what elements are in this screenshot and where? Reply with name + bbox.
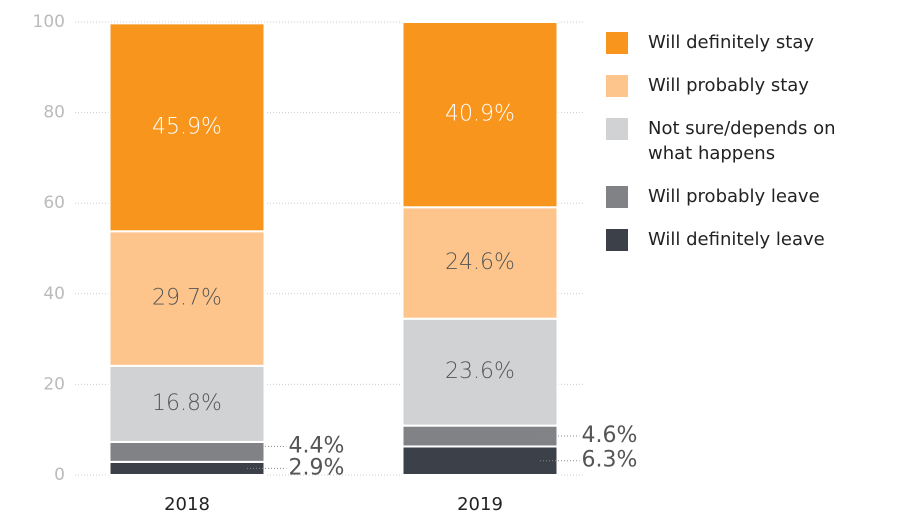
data-label: 24.6% — [445, 250, 515, 275]
data-label: 29.7% — [152, 286, 222, 311]
y-tick-label: 0 — [54, 465, 65, 485]
legend-swatch — [606, 229, 628, 251]
legend-label: Not sure/depends on what happens — [648, 118, 836, 164]
legend-item: Will definitely stay — [606, 30, 896, 55]
legend-item: Will probably stay — [606, 73, 896, 98]
x-tick-label: 2019 — [457, 494, 503, 515]
y-tick-label: 80 — [43, 103, 65, 123]
bar-segment — [108, 22, 266, 233]
data-label: 4.6% — [582, 423, 638, 448]
y-tick-label: 20 — [43, 374, 65, 394]
legend-swatch — [606, 75, 628, 97]
legend: Will definitely stay Will probably stay No… — [606, 30, 896, 270]
legend-item: Not sure/depends on what happens — [606, 116, 896, 166]
legend-label: Will probably stay — [648, 75, 809, 96]
bar-segment — [108, 460, 266, 477]
legend-swatch — [606, 186, 628, 208]
data-label: 16.8% — [152, 391, 222, 416]
bar-segment — [401, 21, 559, 209]
legend-label: Will probably leave — [648, 186, 820, 207]
bar-segment — [108, 364, 266, 443]
bar-segment — [108, 230, 266, 367]
bar-segment — [401, 445, 559, 476]
data-label: 23.6% — [445, 359, 515, 384]
data-label: 6.3% — [582, 448, 638, 473]
legend-swatch — [606, 32, 628, 54]
legend-item: Will probably leave — [606, 184, 896, 209]
data-label: 40.9% — [445, 102, 515, 127]
y-tick-label: 40 — [43, 284, 65, 304]
bar-segment — [401, 424, 559, 448]
bar-segment — [108, 440, 266, 463]
data-label: 4.4% — [289, 433, 345, 458]
legend-item: Will definitely leave — [606, 227, 896, 252]
y-tick-label: 100 — [33, 12, 65, 32]
data-label: 45.9% — [152, 114, 222, 139]
legend-label: Will definitely leave — [648, 229, 825, 250]
x-tick-label: 2018 — [164, 494, 210, 515]
legend-label: Will definitely stay — [648, 32, 814, 53]
bar-segment — [401, 206, 559, 320]
y-tick-label: 60 — [43, 193, 65, 213]
bar-segment — [401, 317, 559, 427]
legend-swatch — [606, 118, 628, 140]
data-label: 2.9% — [289, 455, 345, 480]
